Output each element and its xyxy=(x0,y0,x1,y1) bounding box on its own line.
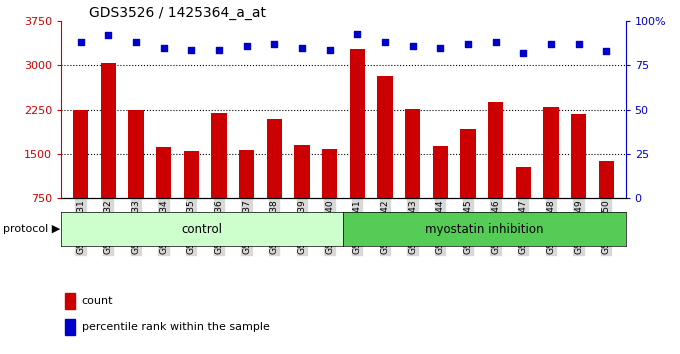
Bar xyxy=(156,147,171,198)
Point xyxy=(545,41,556,47)
Point xyxy=(186,47,197,52)
Point xyxy=(379,40,390,45)
Bar xyxy=(488,102,503,198)
Bar xyxy=(377,76,392,198)
Point xyxy=(352,31,362,36)
Text: percentile rank within the sample: percentile rank within the sample xyxy=(82,321,269,332)
Bar xyxy=(543,107,558,198)
Bar xyxy=(350,49,365,198)
Bar xyxy=(129,110,143,198)
Point xyxy=(103,33,114,38)
Point xyxy=(158,45,169,51)
Bar xyxy=(571,114,586,198)
Bar xyxy=(515,167,531,198)
Bar xyxy=(405,109,420,198)
Bar xyxy=(294,145,309,198)
Bar xyxy=(101,63,116,198)
Bar xyxy=(460,129,475,198)
Point xyxy=(517,50,528,56)
Text: myostatin inhibition: myostatin inhibition xyxy=(425,223,544,236)
Bar xyxy=(65,319,75,335)
Point xyxy=(601,48,612,54)
Bar xyxy=(598,161,614,198)
Bar xyxy=(267,119,282,198)
Bar xyxy=(65,293,75,309)
Point xyxy=(490,40,501,45)
Text: count: count xyxy=(82,296,113,306)
Bar xyxy=(211,113,226,198)
Point xyxy=(269,41,279,47)
Point xyxy=(324,47,335,52)
Text: protocol ▶: protocol ▶ xyxy=(3,224,61,234)
Bar xyxy=(239,150,254,198)
Point xyxy=(573,41,584,47)
Point xyxy=(435,45,445,51)
Bar xyxy=(432,146,448,198)
Point xyxy=(131,40,141,45)
Point xyxy=(462,41,473,47)
Text: GDS3526 / 1425364_a_at: GDS3526 / 1425364_a_at xyxy=(89,6,267,20)
Point xyxy=(407,43,418,49)
Point xyxy=(75,40,86,45)
Bar xyxy=(322,149,337,198)
Point xyxy=(241,43,252,49)
Text: control: control xyxy=(182,223,223,236)
Bar xyxy=(73,110,88,198)
Bar xyxy=(184,151,199,198)
Point xyxy=(296,45,307,51)
Point xyxy=(214,47,224,52)
